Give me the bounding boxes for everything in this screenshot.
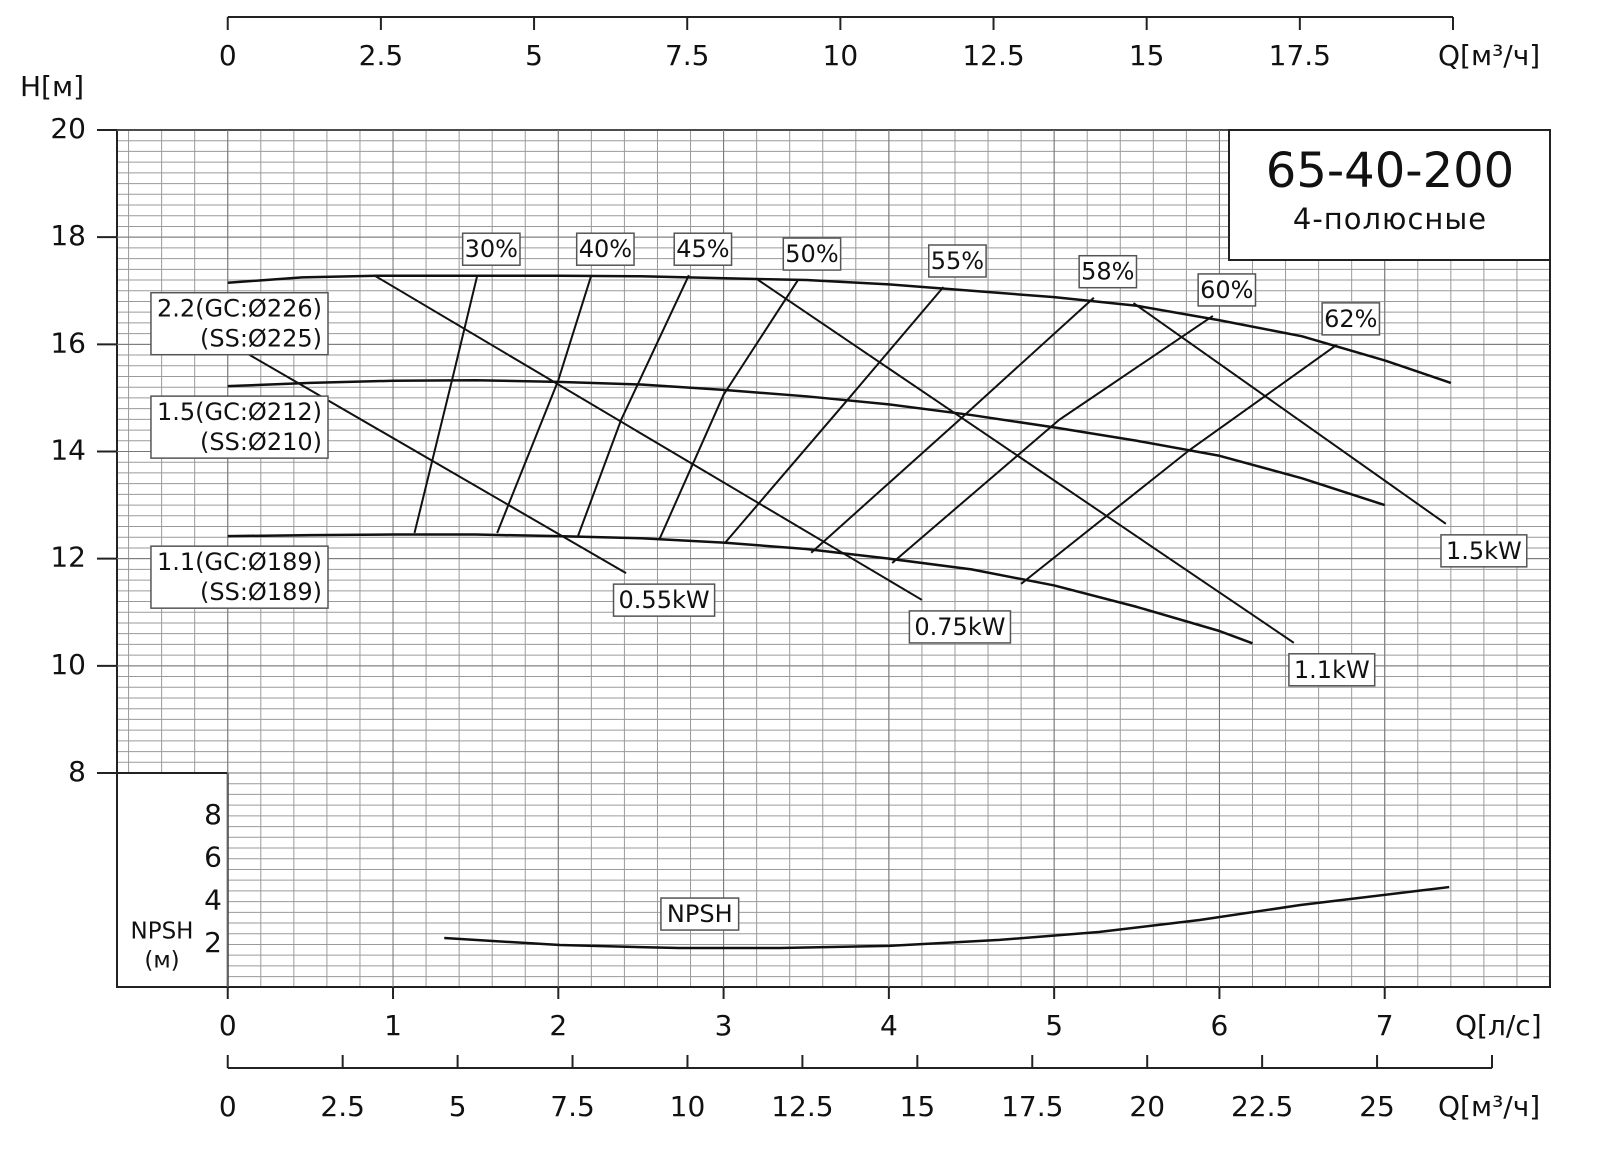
x2-tick-label: 5 <box>525 39 543 72</box>
x2-tick-label: 20 <box>1129 1090 1165 1123</box>
x2-tick-label: 17.5 <box>1269 39 1331 72</box>
x-tick-label: 2 <box>549 1009 567 1042</box>
x-tick-label: 1 <box>384 1009 402 1042</box>
x2-tick-label: 12.5 <box>962 39 1024 72</box>
efficiency-label-box <box>1321 302 1381 336</box>
head-curve-label-box <box>150 395 329 459</box>
y-tick-label: 8 <box>68 755 86 788</box>
x-axis-label: Q[л/с] <box>1455 1009 1542 1042</box>
npsh-curve-label-box <box>660 897 740 931</box>
npsh-curve <box>444 885 1450 950</box>
head-curve <box>227 533 1253 645</box>
x2-tick-label: 25 <box>1359 1090 1395 1123</box>
x2-axis-label: Q[м³/ч] <box>1438 1090 1540 1123</box>
head-curve-label: 2.2(GC:Ø226) <box>157 295 322 323</box>
x2-tick-label: 2.5 <box>320 1090 365 1123</box>
efficiency-label: 40% <box>579 235 632 263</box>
efficiency-curve <box>1020 344 1338 585</box>
efficiency-curve <box>496 274 593 534</box>
title-box <box>1228 129 1551 261</box>
power-line-label-box <box>1288 653 1376 687</box>
x-tick-label: 4 <box>880 1009 898 1042</box>
npsh-curve-label: NPSH <box>667 900 733 928</box>
x2-tick-label: 5 <box>449 1090 467 1123</box>
x2-axis-label: Q[м³/ч] <box>1438 39 1540 72</box>
power-line-label-box <box>1440 534 1528 568</box>
x2-tick-label: 15 <box>1129 39 1165 72</box>
x2-tick-label: 10 <box>670 1090 706 1123</box>
efficiency-label-box <box>461 232 521 266</box>
x2-tick-label: 7.5 <box>665 39 710 72</box>
y-tick-label: 12 <box>50 541 86 574</box>
npsh-tick-label: 8 <box>204 798 222 831</box>
x-tick-label: 6 <box>1211 1009 1229 1042</box>
x-tick-label: 0 <box>219 1009 237 1042</box>
x2-tick-label: 17.5 <box>1001 1090 1063 1123</box>
power-line <box>243 350 627 574</box>
x2-tick-label: 0 <box>219 39 237 72</box>
power-line <box>756 278 1295 644</box>
head-curve-label-box <box>150 545 329 609</box>
x-tick-label: 7 <box>1376 1009 1394 1042</box>
x2-tick-label: 7.5 <box>550 1090 595 1123</box>
head-curve <box>227 378 1386 507</box>
efficiency-label: 58% <box>1081 258 1134 286</box>
y-tick-label: 20 <box>50 112 86 145</box>
power-line-label: 0.55kW <box>619 586 710 614</box>
x2-tick-label: 10 <box>823 39 859 72</box>
efficiency-curve <box>891 315 1214 564</box>
power-line <box>1132 302 1447 525</box>
head-curve <box>227 274 1452 385</box>
x2-tick-label: 15 <box>900 1090 936 1123</box>
head-curve-label-box <box>150 291 329 356</box>
y-tick-label: 18 <box>50 219 86 252</box>
efficiency-curve <box>724 286 945 544</box>
efficiency-label-box <box>1197 273 1257 307</box>
efficiency-label: 62% <box>1324 305 1377 333</box>
efficiency-label-box <box>927 244 987 278</box>
efficiency-curve <box>658 279 799 541</box>
power-line-label-box <box>908 610 1012 644</box>
power-line <box>374 274 923 601</box>
efficiency-label: 60% <box>1200 276 1253 304</box>
x2-tick-label: 2.5 <box>359 39 404 72</box>
x2-tick-label: 12.5 <box>771 1090 833 1123</box>
efficiency-label: 45% <box>676 235 729 263</box>
efficiency-label-box <box>1078 254 1138 289</box>
power-line-label: 1.5kW <box>1446 537 1522 565</box>
efficiency-label: 30% <box>465 235 518 263</box>
head-curve-label: (SS:Ø210) <box>200 428 322 456</box>
npsh-tick-label: 2 <box>204 926 222 959</box>
efficiency-curve <box>810 296 1095 554</box>
efficiency-label-box <box>673 232 733 266</box>
efficiency-curve <box>413 274 479 534</box>
efficiency-label-box <box>575 232 635 266</box>
y-tick-label: 16 <box>50 326 86 359</box>
head-curve-label: (SS:Ø189) <box>200 578 322 606</box>
npsh-tick-label: 6 <box>204 841 222 874</box>
x-tick-label: 3 <box>715 1009 733 1042</box>
power-line-label-box <box>612 583 716 617</box>
head-curve-label: 1.5(GC:Ø212) <box>157 398 322 426</box>
x2-tick-label: 22.5 <box>1231 1090 1293 1123</box>
power-line-label: 0.75kW <box>914 613 1005 641</box>
npsh-axis-label: NPSH <box>131 919 194 945</box>
chart-subtitle: 4-полюсные <box>1293 202 1487 236</box>
x2-tick-label: 0 <box>219 1090 237 1123</box>
efficiency-label: 50% <box>785 240 838 268</box>
npsh-tick-label: 4 <box>204 883 222 916</box>
x-tick-label: 5 <box>1045 1009 1063 1042</box>
y-tick-label: 14 <box>50 434 86 467</box>
chart-title: 65-40-200 <box>1266 143 1514 199</box>
head-curve-label: (SS:Ø225) <box>200 325 322 353</box>
efficiency-label: 55% <box>931 247 984 275</box>
efficiency-label-box <box>782 237 842 271</box>
y-axis-label: H[м] <box>20 70 84 103</box>
npsh-axis-unit: (м) <box>144 948 179 974</box>
head-curve-label: 1.1(GC:Ø189) <box>157 548 322 576</box>
power-line-label: 1.1kW <box>1294 656 1370 684</box>
efficiency-curve <box>577 274 690 536</box>
y-tick-label: 10 <box>50 648 86 681</box>
